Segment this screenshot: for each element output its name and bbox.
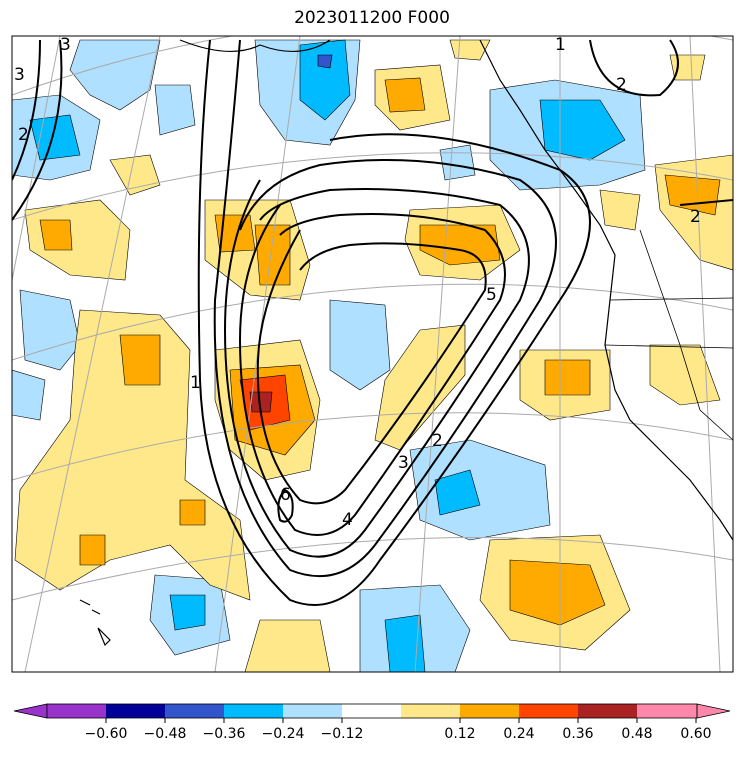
map-title: 2023011200 F000 <box>294 8 450 28</box>
contour-label: 5 <box>486 285 497 305</box>
graticule <box>12 36 733 672</box>
contour-label: 2 <box>18 125 29 145</box>
contour-label: 1 <box>555 35 566 55</box>
colorbar-segment <box>165 704 224 718</box>
contour-label: 2 <box>690 207 701 227</box>
pos-core <box>39 219 73 251</box>
latitude-line <box>12 537 733 601</box>
longitude-line <box>12 36 61 281</box>
map-panel: 2 3 4 5 6 2 3 2 1 1 2 3 <box>12 35 733 672</box>
pos-region <box>244 619 331 672</box>
colorbar-tick-label: −0.24 <box>262 726 305 742</box>
neg-region <box>69 39 161 111</box>
contour-2 <box>213 39 557 578</box>
pos-peak <box>249 391 273 413</box>
colorbar-tick-label: −0.60 <box>85 726 128 742</box>
colorbar-left-arrow <box>13 703 48 719</box>
contour-4 <box>238 204 506 536</box>
colorbar-tick-label: −0.48 <box>144 726 187 742</box>
colorbar-segment <box>106 704 165 718</box>
contour-label: 2 <box>616 75 627 95</box>
contour-1 <box>197 39 591 606</box>
colorbar-segment <box>224 704 283 718</box>
colorbar-segment <box>47 704 106 718</box>
contour-labels: 2 3 4 5 6 2 3 2 1 1 2 3 <box>14 35 701 530</box>
pos-region <box>649 344 721 406</box>
latitude-line <box>12 152 733 221</box>
colorbar-right-arrow <box>696 703 731 719</box>
colorbar-tick-label: 0.48 <box>621 726 652 742</box>
neg-region <box>409 439 551 541</box>
neg-region <box>329 299 391 391</box>
longitude-line <box>414 36 461 672</box>
pos-core <box>119 334 161 386</box>
pos-core <box>664 174 721 216</box>
pos-region <box>599 189 641 231</box>
hawaii-islands <box>79 599 111 647</box>
longitude-line <box>689 36 721 672</box>
contour-label: 6 <box>280 485 291 505</box>
contour-nw-2 <box>12 39 63 221</box>
colorbar-segment <box>637 704 697 718</box>
contour-label: 1 <box>190 373 201 393</box>
colorbar-tick-label: 0.36 <box>562 726 593 742</box>
colorbar-segment <box>519 704 578 718</box>
neg-core <box>299 39 351 121</box>
colorbar-tick-label: −0.36 <box>203 726 246 742</box>
colorbar-segment <box>460 704 519 718</box>
map-frame <box>11 35 734 673</box>
contour-6 <box>277 488 294 523</box>
pos-region <box>449 39 491 61</box>
colorbar-tick-label: 0.12 <box>444 726 475 742</box>
latitude-line <box>12 36 733 96</box>
contour-label: 3 <box>60 35 71 55</box>
pos-region <box>14 309 251 601</box>
contour-3 <box>223 179 530 558</box>
contour-5 <box>256 229 487 505</box>
pos-core <box>79 534 106 566</box>
neg-core <box>434 469 481 516</box>
contours <box>12 39 733 606</box>
alaska-coast <box>179 39 331 53</box>
coastlines <box>79 39 733 647</box>
longitude-line <box>24 36 161 672</box>
colorbar-outline <box>46 703 698 719</box>
neg-region <box>439 144 476 181</box>
pos-core <box>509 559 606 626</box>
colorbar-tick-label: 0.60 <box>680 726 711 742</box>
colorbar-tick-label: −0.12 <box>321 726 364 742</box>
shaded-field <box>12 39 733 672</box>
state-border <box>604 229 733 441</box>
contour-label: 2 <box>432 431 443 451</box>
neg-region <box>154 84 196 136</box>
colorbar-tick-label: 0.24 <box>503 726 534 742</box>
neg-core <box>539 99 626 161</box>
colorbar: −0.60 −0.48 −0.36 −0.24 −0.12 0.12 0.24 0.36 0.4… <box>13 703 731 742</box>
neg-region <box>19 289 81 371</box>
neg-region <box>12 369 46 421</box>
contour-east <box>679 199 733 206</box>
contour-nw <box>12 39 41 181</box>
contour-ne <box>589 39 679 97</box>
colorbar-segment <box>283 704 342 718</box>
contour-label: 4 <box>342 510 353 530</box>
pos-core <box>254 224 291 286</box>
pos-core <box>384 77 426 113</box>
neg-core <box>384 614 426 672</box>
neg-core-dark <box>317 54 333 69</box>
contour-label: 3 <box>398 453 409 473</box>
latitude-line <box>12 283 733 361</box>
colorbar-segment <box>578 704 637 718</box>
colorbar-segment <box>401 704 460 718</box>
pos-core <box>544 359 591 396</box>
pos-core <box>179 499 206 526</box>
colorbar-segment <box>342 704 401 718</box>
contour-label: 3 <box>14 65 25 85</box>
neg-core <box>169 594 206 631</box>
